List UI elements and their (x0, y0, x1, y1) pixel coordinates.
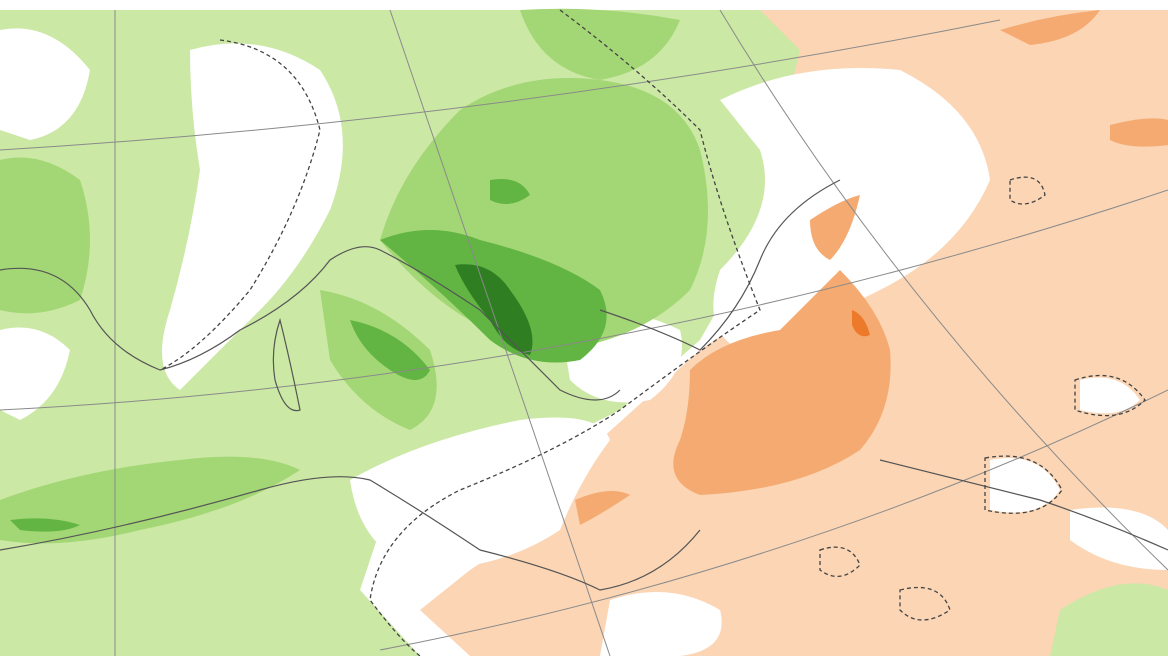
dry-anomaly-strong (810, 195, 860, 260)
graticule (389, 9, 611, 656)
wet-anomaly-extreme (455, 264, 533, 355)
wet-anomaly-strong (490, 179, 530, 204)
neutral-area (350, 417, 610, 570)
coastline (599, 179, 841, 351)
wet-anomaly-strong (350, 320, 430, 380)
wet-anomaly-strong (10, 518, 80, 532)
coastline (0, 476, 701, 591)
contour (159, 39, 321, 371)
graticule (719, 9, 1168, 571)
neutral-area (0, 327, 70, 420)
graticule (0, 19, 1001, 151)
coastline (0, 246, 621, 401)
coastline (272, 317, 301, 412)
contour (1009, 176, 1046, 205)
contour (369, 9, 761, 656)
neutral-area (162, 43, 343, 390)
wet-anomaly-medium (0, 157, 90, 314)
contour (984, 455, 1063, 514)
dry-anomaly-strong (1110, 118, 1168, 147)
dry-anomaly-strong (1000, 10, 1100, 45)
contour (1074, 374, 1146, 417)
neutral-area (990, 458, 1060, 513)
contour (899, 586, 951, 621)
contour (819, 546, 861, 577)
graticule (379, 389, 1168, 651)
neutral-area (0, 28, 90, 140)
neutral-area (600, 592, 722, 656)
map-layers (0, 8, 1168, 656)
wet-anomaly-medium (0, 456, 300, 544)
dry-anomaly-strong (575, 491, 630, 525)
graticule (0, 189, 1168, 411)
neutral-area (1070, 507, 1168, 570)
dry-anomaly-extreme (852, 310, 870, 337)
dry-anomaly-strong (673, 270, 891, 495)
coastline (879, 459, 1168, 551)
wet-anomaly-medium (520, 8, 680, 80)
neutral-area (1080, 377, 1140, 414)
wet-anomaly-light (1050, 583, 1168, 656)
